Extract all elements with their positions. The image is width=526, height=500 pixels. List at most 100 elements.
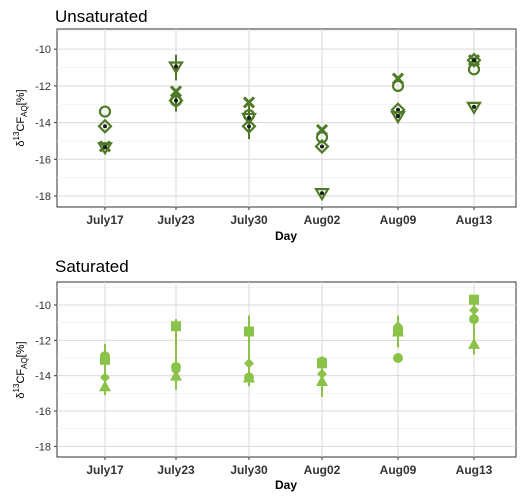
data-point-triangle <box>170 369 182 381</box>
grid <box>57 282 516 457</box>
grid <box>57 29 516 207</box>
y-tick-label: -14 <box>35 118 51 130</box>
data-point-triangle <box>468 337 480 349</box>
data-point-triangle <box>316 374 328 386</box>
x-axis-label: Day <box>275 478 297 492</box>
x-axis-label: Day <box>275 229 297 243</box>
data-point-triangle <box>97 142 113 156</box>
data-point-diamond <box>314 138 330 154</box>
point-center <box>396 107 400 112</box>
data-point-circle <box>100 351 110 362</box>
x-axis: July17 July23 July30 Aug02 Aug09 Aug13 <box>86 457 493 477</box>
error-bars <box>104 296 475 397</box>
data-point-circle <box>467 63 481 76</box>
point-center <box>247 115 251 120</box>
y-tick-label: -16 <box>35 154 51 166</box>
data-point-triangle <box>392 325 404 337</box>
panel-title-saturated: Saturated <box>55 257 129 276</box>
y-tick-label: -16 <box>35 406 51 418</box>
y-axis: -18 -16 -14 -12 -10 <box>35 44 57 203</box>
data-point-diamond <box>317 368 327 379</box>
point-center <box>103 145 107 150</box>
data-point-triangle <box>99 380 111 392</box>
y-label-sub: AQ <box>20 105 29 117</box>
data-point-diamond <box>469 305 479 316</box>
point-center <box>103 124 107 129</box>
y-tick-label: -12 <box>35 335 51 347</box>
data-point-circle <box>317 356 327 367</box>
point-center <box>247 124 251 129</box>
data-point-triangle <box>466 101 482 116</box>
point-center <box>320 191 324 196</box>
point-center <box>472 58 476 63</box>
data-point-triangle <box>241 112 257 127</box>
data-points <box>97 52 482 202</box>
point-center <box>174 98 178 103</box>
data-point-square <box>469 294 479 305</box>
x-tick-label: Aug09 <box>380 213 417 227</box>
y-tick-label: -10 <box>35 44 51 56</box>
x-tick-label: Aug09 <box>380 463 417 477</box>
data-point-square <box>171 321 181 332</box>
x-tick-label: July23 <box>157 463 195 477</box>
y-label-main: CF <box>15 369 27 384</box>
data-point-triangle <box>168 61 184 75</box>
data-point-circle <box>469 314 479 325</box>
point-center <box>320 144 324 149</box>
y-tick-label: -10 <box>35 300 51 312</box>
chart-unsaturated: -18 -16 -14 -12 -10 July17 July23 July30 Aug02 A… <box>12 28 517 243</box>
data-point-triangle <box>390 110 406 125</box>
data-point-diamond <box>244 358 254 369</box>
point-center <box>396 114 400 119</box>
data-point-triangle <box>243 371 255 383</box>
x-tick-label: July17 <box>86 463 124 477</box>
data-point-diamond <box>241 118 257 134</box>
x-tick-label: July30 <box>230 463 268 477</box>
y-axis-label: δ13CFAQ[%] <box>12 341 29 398</box>
x-tick-label: Aug13 <box>456 213 493 227</box>
data-point-x <box>315 123 329 136</box>
data-point-x <box>242 96 256 109</box>
y-tick-label: -14 <box>35 371 51 383</box>
data-point-circle <box>98 105 112 118</box>
y-label-sup: 13 <box>12 131 21 140</box>
point-center <box>174 64 178 69</box>
point-center <box>472 104 476 109</box>
x-axis: July17 July23 July30 Aug02 Aug09 Aug13 <box>86 207 493 227</box>
x-tick-label: July30 <box>230 213 268 227</box>
x-tick-label: Aug13 <box>456 463 493 477</box>
y-label-unit: [%] <box>15 89 27 105</box>
y-label-delta: δ <box>15 392 27 398</box>
data-point-diamond <box>168 93 184 109</box>
y-tick-label: -12 <box>35 81 51 93</box>
data-points <box>99 294 480 392</box>
plot-frame <box>56 281 517 458</box>
data-point-diamond <box>100 372 110 383</box>
data-point-x <box>169 85 183 98</box>
y-label-unit: [%] <box>15 341 27 357</box>
x-tick-label: Aug02 <box>304 463 341 477</box>
y-tick-label: -18 <box>35 191 51 203</box>
x-tick-label: July17 <box>86 213 124 227</box>
y-axis-label: δ13CFAQ[%] <box>12 89 29 146</box>
data-point-triangle <box>314 188 330 202</box>
x-tick-label: Aug02 <box>304 213 341 227</box>
y-label-delta: δ <box>15 140 27 146</box>
x-tick-label: July23 <box>157 213 195 227</box>
panel-title-unsaturated: Unsaturated <box>55 7 148 26</box>
data-point-x <box>391 72 405 85</box>
y-label-sup: 13 <box>12 383 21 392</box>
data-point-diamond <box>97 118 113 134</box>
y-label-sub: AQ <box>20 357 29 369</box>
chart-saturated: -18 -16 -14 -12 -10 July17 July23 July30 Aug02 A… <box>12 281 517 492</box>
data-point-diamond <box>466 52 482 68</box>
data-point-circle <box>393 353 403 364</box>
data-point-circle <box>315 131 329 144</box>
plot-frame <box>56 28 517 208</box>
y-tick-label: -18 <box>35 441 51 453</box>
data-point-circle <box>391 79 405 92</box>
data-point-square <box>244 326 254 337</box>
y-axis: -18 -16 -14 -12 -10 <box>35 300 57 453</box>
y-label-main: CF <box>15 117 27 132</box>
